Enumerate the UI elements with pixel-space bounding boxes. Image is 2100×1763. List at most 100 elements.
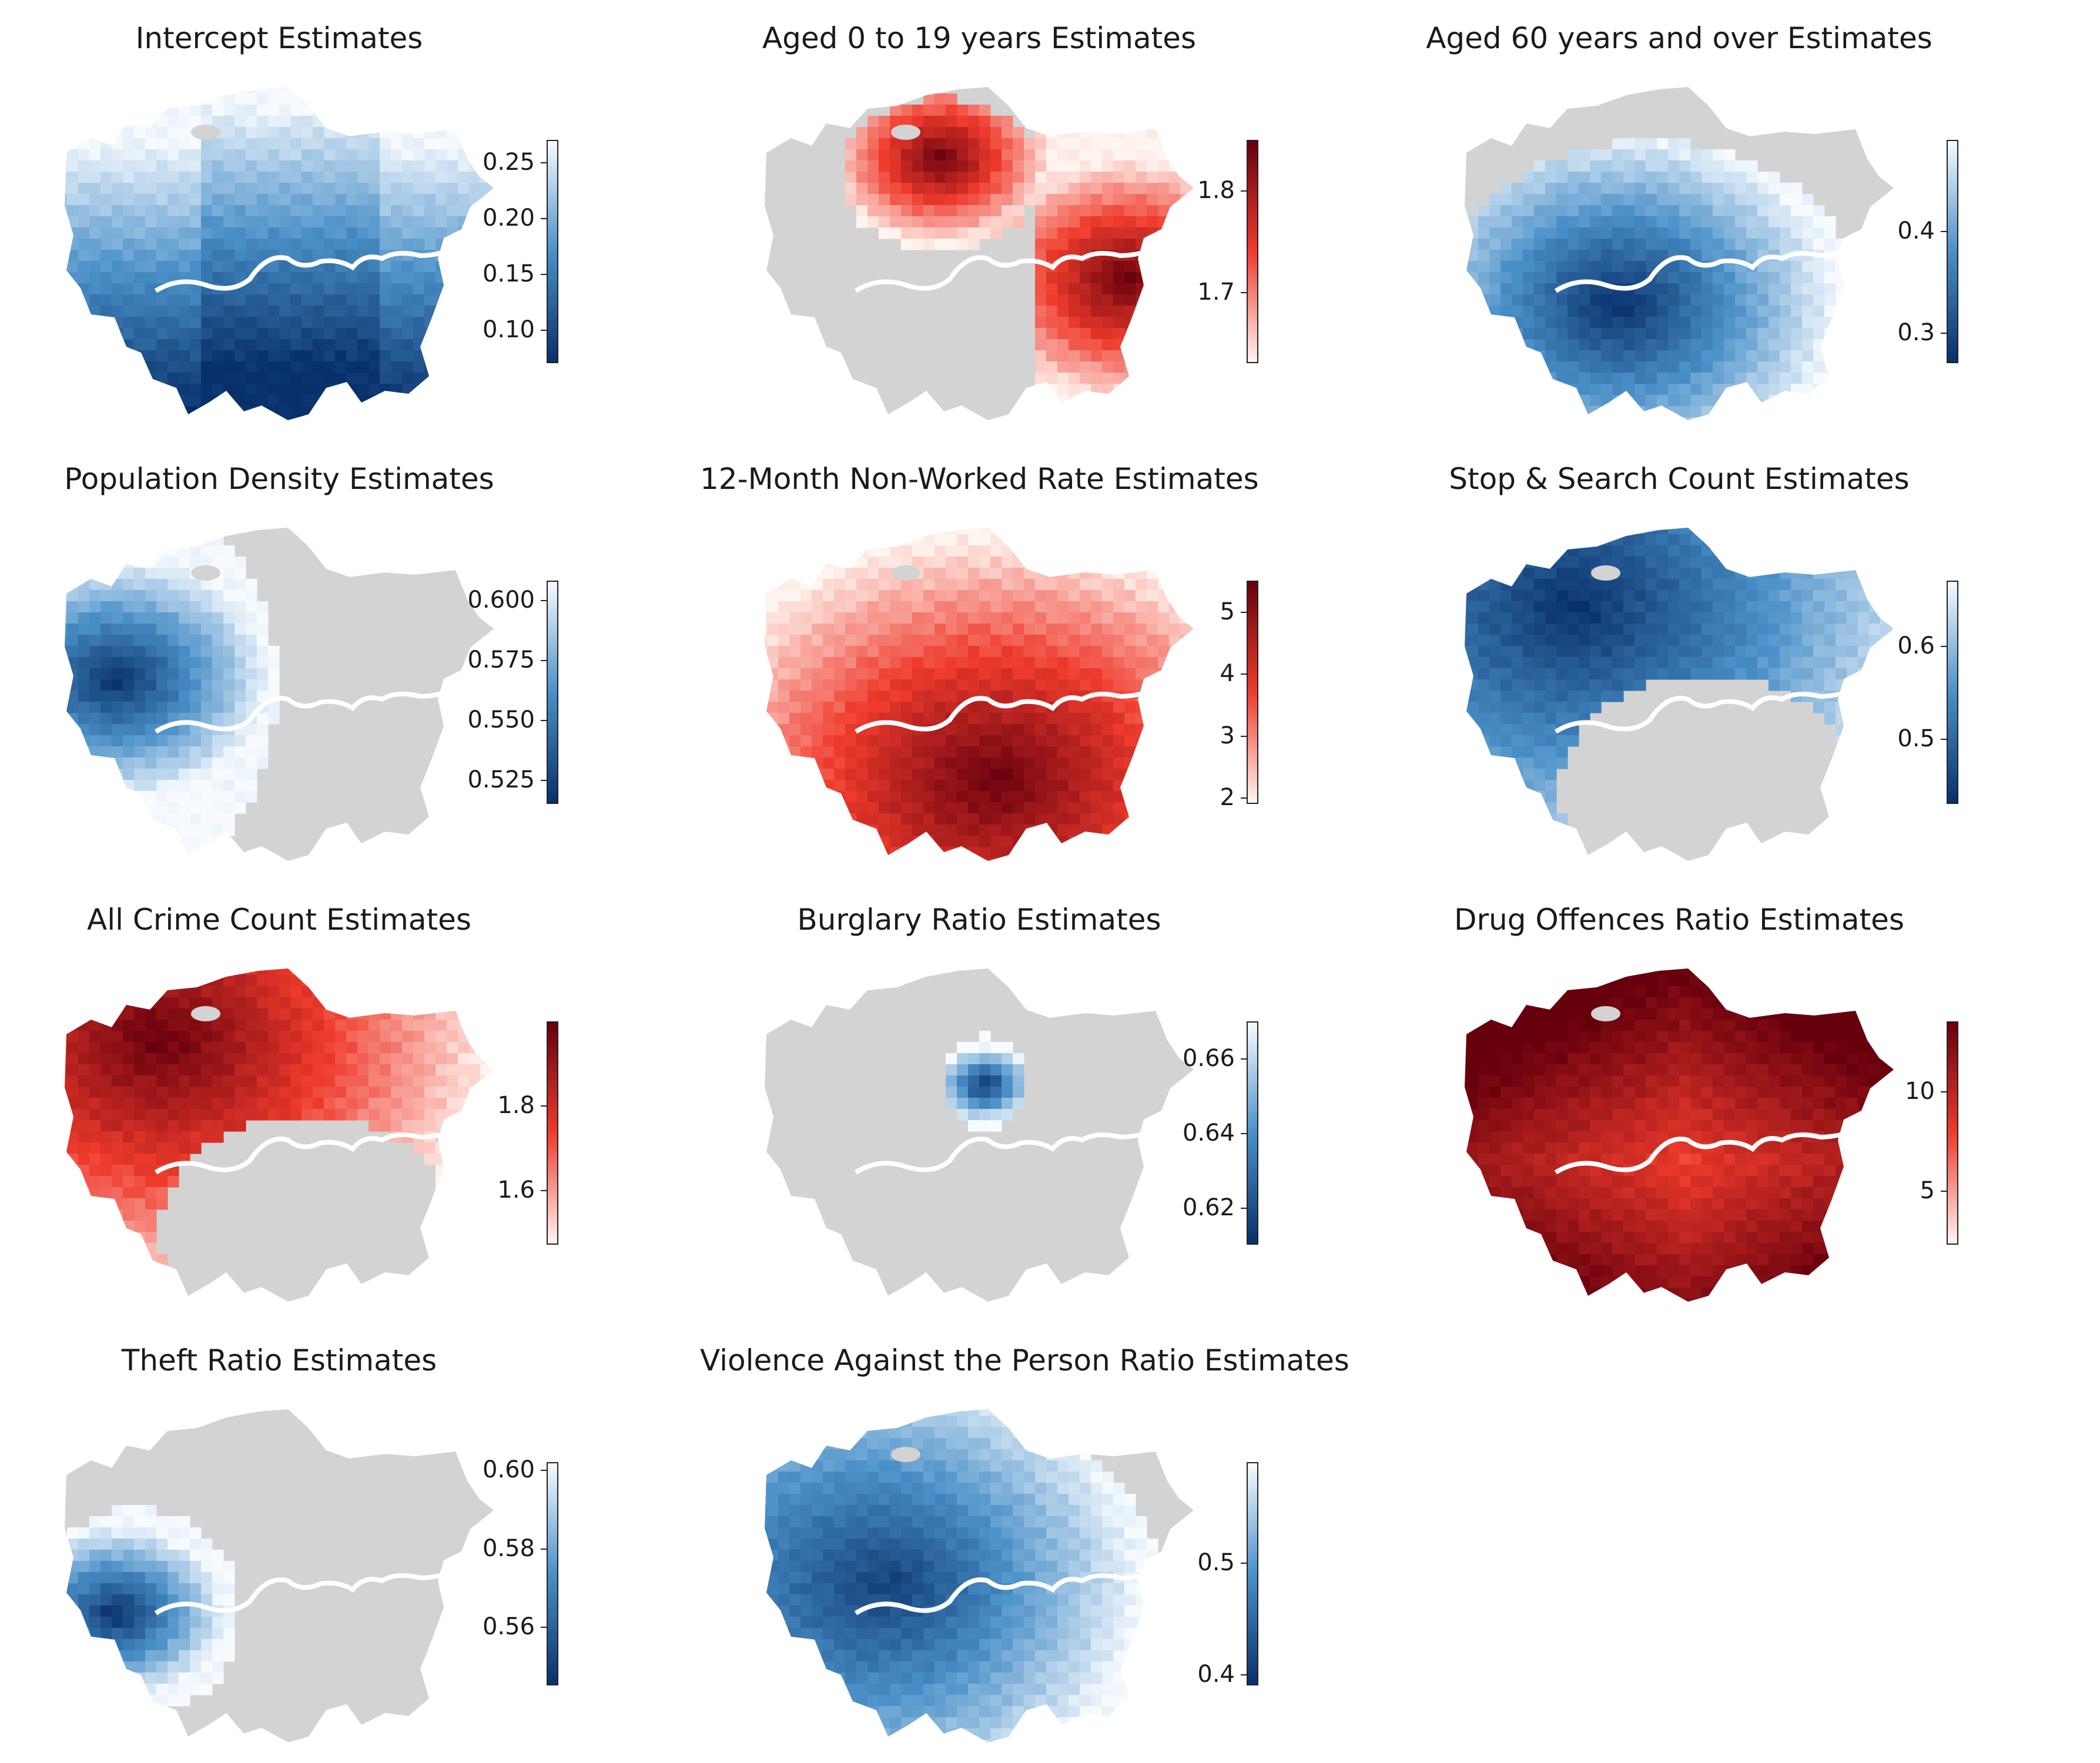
region-cell (845, 160, 857, 172)
region-cell (1813, 534, 1825, 546)
region-cell (845, 691, 857, 702)
region-cell (1590, 183, 1602, 195)
region-cell (946, 205, 957, 217)
region-cell (65, 802, 68, 814)
colorbar-tick-mark (1241, 190, 1247, 192)
region-cell (223, 227, 235, 239)
region-cell (424, 149, 436, 161)
region-cell (890, 858, 902, 861)
region-cell (1690, 239, 1702, 250)
region-cell (1556, 384, 1568, 395)
region-cell (765, 635, 768, 646)
region-cell (246, 172, 257, 183)
region-cell (979, 735, 991, 747)
region-cell (1702, 172, 1713, 183)
region-cell (1746, 339, 1758, 351)
region-cell (1113, 138, 1125, 150)
region-cell (101, 105, 112, 116)
region-cell (845, 194, 857, 206)
region-cell (1102, 395, 1114, 407)
region-cell (1489, 350, 1501, 362)
region-cell (789, 791, 801, 803)
region-cell (391, 116, 403, 128)
region-cell (1612, 205, 1624, 217)
colorbar-tick-label: 3 (1220, 722, 1235, 749)
region-cell (391, 317, 403, 329)
region-cell (123, 612, 135, 624)
region-cell (190, 746, 202, 758)
region-cell (778, 813, 790, 825)
region-cell (156, 579, 168, 591)
region-cell (979, 194, 991, 206)
region-cell (990, 746, 1002, 758)
region-cell (1545, 183, 1557, 195)
region-cell (112, 194, 123, 206)
region-cell (268, 702, 280, 713)
region-cell (268, 646, 280, 658)
region-cell (89, 534, 101, 546)
region-cell (201, 93, 213, 105)
region-cell (1757, 528, 1769, 535)
region-cell (101, 149, 112, 161)
region-cell (1601, 183, 1613, 195)
region-cell (268, 428, 280, 432)
region-cell (990, 172, 1002, 183)
region-cell (235, 579, 246, 591)
region-cell (968, 612, 980, 624)
region-cell (1690, 373, 1702, 384)
region-cell (1013, 668, 1024, 680)
region-cell (890, 105, 902, 116)
region-cell (990, 557, 1002, 568)
region-cell (1180, 847, 1192, 859)
region-cell (1668, 373, 1680, 384)
region-cell (1646, 194, 1657, 206)
region-cell (1746, 428, 1758, 432)
region-cell (1534, 373, 1546, 384)
region-cell (1102, 735, 1114, 747)
region-cell (1590, 239, 1602, 250)
region-cell (1102, 557, 1114, 568)
region-cell (168, 702, 179, 713)
region-cell (1847, 557, 1858, 568)
region-cell (1746, 283, 1758, 295)
region-cell (1769, 612, 1780, 624)
region-cell (1158, 646, 1170, 658)
region-cell (778, 824, 790, 836)
region-cell (223, 93, 235, 105)
region-cell (1657, 328, 1669, 340)
region-cell (845, 624, 857, 635)
region-cell (268, 350, 280, 362)
region-cell (1568, 406, 1579, 418)
region-cell (979, 769, 991, 780)
region-cell (145, 239, 157, 250)
region-cell (145, 373, 157, 384)
region-cell (1046, 813, 1058, 825)
region-cell (1702, 283, 1713, 295)
region-cell (313, 172, 324, 183)
region-cell (424, 283, 436, 295)
region-cell (901, 590, 913, 602)
region-cell (313, 250, 324, 262)
region-cell (123, 713, 135, 725)
region-cell (1035, 239, 1047, 250)
region-cell (145, 93, 157, 105)
region-cell (890, 646, 902, 658)
region-cell (778, 758, 790, 769)
region-cell (957, 568, 969, 579)
region-cell (1124, 791, 1136, 803)
region-cell (1556, 545, 1568, 557)
region-cell (145, 138, 157, 150)
region-cell (1612, 590, 1624, 602)
region-cell (789, 724, 801, 736)
region-cell (78, 149, 90, 161)
region-cell (89, 557, 101, 568)
region-cell (1024, 813, 1036, 825)
region-cell (1601, 306, 1613, 317)
region-cell (1802, 261, 1814, 273)
region-cell (1668, 227, 1680, 239)
region-cell (190, 545, 202, 557)
region-cell (65, 691, 68, 702)
region-cell (1136, 205, 1147, 217)
region-cell (935, 702, 946, 713)
region-cell (268, 138, 280, 150)
